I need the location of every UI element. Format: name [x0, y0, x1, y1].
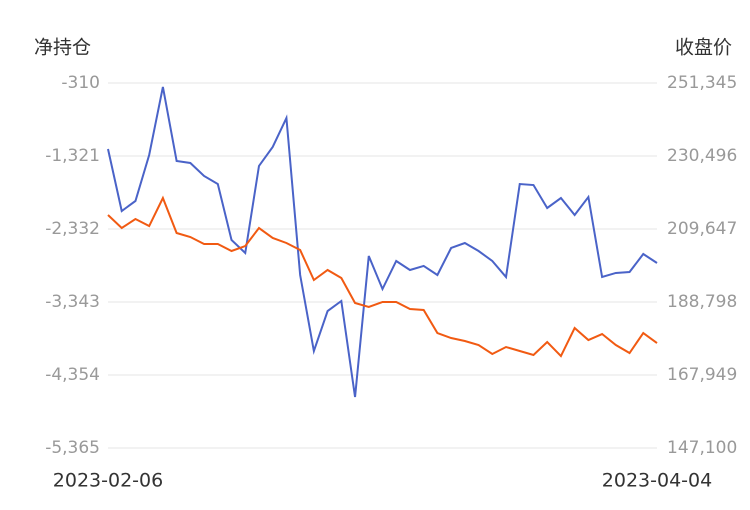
y2-tick-label: 147,100 — [667, 438, 737, 458]
y-tick-label: -5,365 — [45, 438, 100, 458]
y-tick-label: -4,354 — [45, 365, 100, 385]
y-tick-label: -310 — [61, 73, 100, 93]
x-tick-label: 2023-02-06 — [53, 470, 163, 492]
y-axis-title: 净持仓 — [34, 37, 91, 59]
y2-tick-label: 167,949 — [667, 365, 737, 385]
series-line — [107, 195, 658, 358]
y2-tick-label: 209,647 — [667, 219, 737, 239]
y2-tick-label: 188,798 — [667, 292, 737, 312]
y-tick-label: -2,332 — [45, 219, 100, 239]
y2-axis-title: 收盘价 — [675, 37, 732, 59]
y-tick-label: -1,321 — [45, 146, 100, 166]
y-tick-label: -3,343 — [45, 292, 100, 312]
series-line — [107, 86, 658, 398]
x-tick-label: 2023-04-04 — [602, 470, 712, 492]
y2-tick-label: 251,345 — [667, 73, 737, 93]
y2-tick-label: 230,496 — [667, 146, 737, 166]
